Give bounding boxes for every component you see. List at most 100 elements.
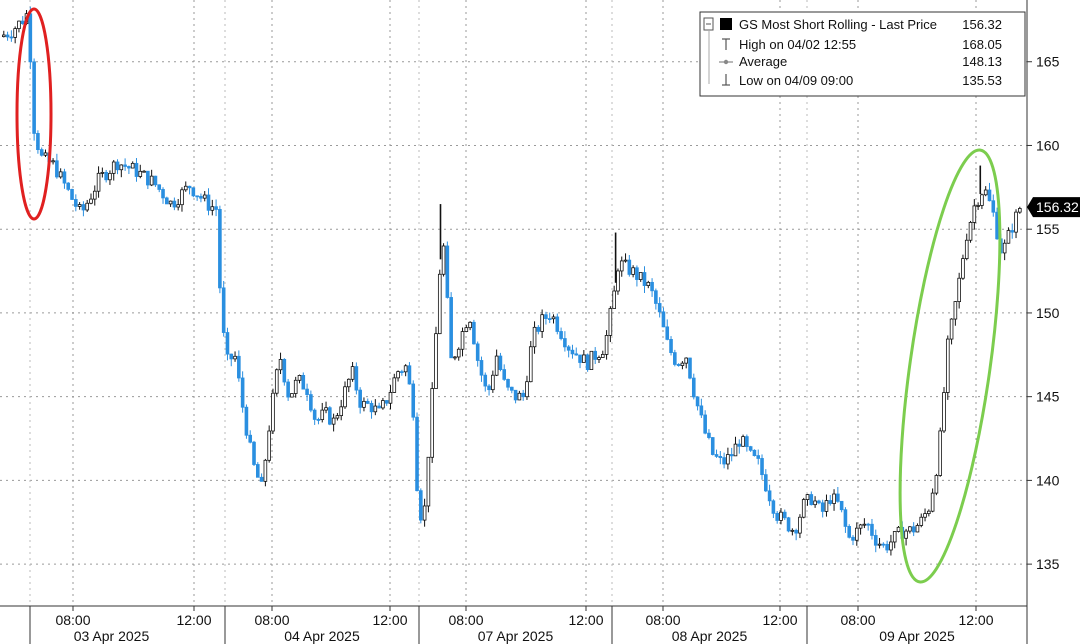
candle-body — [388, 392, 393, 404]
candle-body — [146, 170, 150, 186]
candle — [794, 528, 798, 541]
candle — [839, 500, 844, 513]
candle — [729, 447, 734, 462]
candle — [961, 254, 965, 280]
candle — [528, 340, 533, 383]
candle-body — [790, 529, 795, 532]
candle-body — [566, 346, 571, 351]
candle — [218, 205, 222, 294]
candle-body — [722, 457, 726, 465]
x-axis: 08:00 12:00 08:00 12:00 08:00 12:00 08:00 12:00… — [0, 605, 1028, 644]
candle-body — [267, 430, 271, 461]
legend: GS Most Short Rolling - Last Price 156.3… — [699, 11, 1026, 97]
candle-body — [43, 152, 48, 156]
candle — [604, 330, 609, 360]
candle-body — [369, 402, 374, 413]
candle-body — [1018, 208, 1022, 213]
candle-body — [255, 464, 260, 478]
candle-body — [396, 371, 400, 379]
candle — [707, 429, 711, 440]
candle — [92, 185, 97, 206]
candle-body — [1006, 230, 1011, 244]
candle — [964, 233, 969, 261]
candle-body — [252, 441, 256, 465]
candle-body — [786, 517, 791, 532]
candle-body — [214, 206, 218, 210]
candle — [146, 170, 150, 190]
candle-body — [5, 34, 10, 38]
x-tick-label: 08:00 — [645, 612, 680, 628]
candle-body — [597, 357, 601, 360]
candle-body — [51, 160, 55, 163]
candle — [877, 537, 882, 549]
candle-body — [817, 500, 821, 504]
candle-body — [407, 365, 412, 385]
candle-body — [813, 500, 817, 506]
candle — [350, 362, 355, 382]
candle — [714, 449, 719, 458]
candle — [623, 253, 628, 263]
candle — [419, 488, 423, 524]
x-tick-label: 08:00 — [448, 612, 483, 628]
candle-body — [532, 326, 537, 348]
candle-body — [191, 187, 196, 197]
candle-body — [836, 493, 840, 502]
candle — [589, 350, 594, 370]
candle — [138, 164, 143, 179]
candle — [566, 345, 571, 358]
candle-body — [695, 396, 700, 407]
candle — [464, 325, 469, 333]
candle — [206, 188, 211, 216]
candle — [510, 386, 514, 394]
candle-body — [441, 245, 446, 275]
candle — [638, 272, 643, 282]
candle — [741, 434, 745, 447]
candle-body — [153, 175, 158, 186]
candle — [646, 280, 651, 289]
candle-body — [403, 365, 408, 373]
candle-body — [9, 36, 14, 39]
candle — [551, 314, 556, 324]
candle — [475, 341, 480, 367]
candle — [381, 397, 385, 410]
candle-body — [1010, 230, 1015, 233]
candle-body — [111, 161, 116, 174]
candle-body — [828, 500, 833, 504]
candle — [764, 469, 768, 493]
candle — [100, 167, 105, 178]
candle-body — [172, 200, 177, 208]
candle-body — [123, 164, 127, 167]
candle — [983, 186, 988, 197]
candle — [441, 243, 446, 277]
candle — [187, 185, 192, 195]
candle-body — [536, 326, 541, 332]
candle-body — [726, 454, 730, 465]
candle — [536, 325, 541, 335]
y-tick-label: 135 — [1036, 556, 1060, 572]
candle-body — [923, 513, 927, 518]
candle-body — [96, 172, 101, 192]
candle — [824, 494, 829, 517]
candle — [77, 202, 82, 210]
candle — [460, 327, 465, 357]
candle — [149, 169, 154, 187]
candle — [786, 516, 791, 533]
candle — [468, 321, 472, 331]
candle — [487, 384, 491, 396]
candle — [790, 528, 795, 536]
candle — [51, 158, 55, 165]
candle-body — [411, 383, 416, 418]
candle-body — [36, 133, 40, 150]
candle — [752, 449, 757, 457]
candle-body — [961, 258, 965, 279]
last-price-tag: 156.32 — [1027, 197, 1080, 218]
candle-body — [62, 171, 67, 184]
candle — [168, 200, 173, 207]
candle — [968, 220, 973, 243]
candle-body — [1014, 211, 1018, 233]
candle-body — [908, 526, 912, 532]
candle — [199, 193, 203, 203]
candle — [248, 430, 253, 444]
candle-body — [115, 161, 120, 171]
